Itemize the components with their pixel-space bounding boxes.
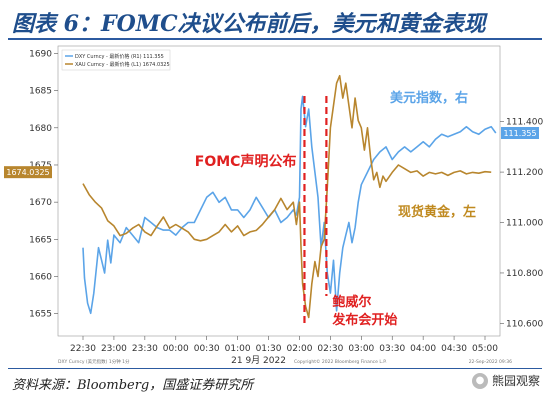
x-tick-label: 00:30 (194, 344, 220, 354)
footer-rule (8, 368, 542, 369)
wechat-icon: ● (471, 372, 488, 389)
y-right-tick-label: 110.800 (506, 269, 543, 279)
y-right-tick-label: 111.400 (506, 118, 543, 128)
series-label-gold: 现货黄金，左 (398, 204, 476, 220)
x-tick-label: 04:30 (441, 344, 467, 354)
x-tick-label: 00:00 (163, 344, 189, 354)
footnote-date: 22-Sep-2022 09:36 (469, 359, 512, 365)
y-left-tick-label: 1655 (29, 310, 52, 320)
x-tick-label: 23:30 (132, 344, 158, 354)
x-tick-label: 02:30 (317, 344, 343, 354)
right-value-marker-label: 111.355 (503, 129, 536, 138)
watermark: ● 熊园观察 (471, 372, 540, 389)
x-tick-label: 02:00 (286, 344, 312, 354)
annotation-label-powell-line: 发布会开始 (331, 312, 397, 328)
x-sub-label: 21 9月 2022 (231, 355, 286, 366)
y-left-tick-label: 1675 (29, 161, 52, 171)
y-left-tick-label: 1665 (29, 235, 52, 245)
legend-label-dxy: DXY Curncy - 最新价格 (R1) 111.355 (75, 53, 164, 60)
y-left-tick-label: 1660 (29, 273, 52, 283)
x-tick-label: 05:00 (472, 344, 498, 354)
annotation-label-powell-line: 鲍威尔 (332, 294, 371, 310)
legend-box (61, 49, 171, 71)
y-left-tick-label: 1680 (29, 124, 52, 134)
x-tick-label: 23:00 (101, 344, 127, 354)
x-tick-label: 01:00 (225, 344, 251, 354)
y-left-tick-label: 1670 (29, 198, 52, 208)
y-right-tick-label: 111.000 (506, 219, 543, 229)
series-label-dxy: 美元指数，右 (390, 90, 468, 106)
y-right-tick-label: 111.200 (506, 168, 543, 178)
x-tick-label: 22:30 (70, 344, 96, 354)
legend-label-gold: XAU Curncy - 最新价格 (L1) 1674.0325 (75, 61, 170, 68)
page-title: 图表 6：FOMC决议公布前后，美元和黄金表现 (12, 11, 486, 37)
series-line-dxy (82, 95, 497, 315)
plot-area (57, 45, 501, 337)
left-value-marker (4, 166, 52, 179)
annotation-label-fomc: FOMC声明公布 (195, 153, 297, 170)
source-note: 资料来源：Bloomberg，国盛证券研究所 (12, 378, 254, 393)
x-tick-label: 01:30 (256, 344, 282, 354)
title-rule (8, 38, 542, 40)
footnote-copyright: Copyright© 2022 Bloomberg Finance L.P. (294, 358, 387, 365)
y-left-tick-label: 1690 (29, 49, 52, 59)
right-value-marker (501, 127, 539, 139)
footnote-left: DXY Curncy (美元指数) 1分钟 1分 (58, 358, 130, 365)
y-right-tick-label: 110.600 (506, 319, 543, 329)
left-value-marker-label: 1674.0325 (6, 168, 49, 177)
x-tick-label: 03:00 (348, 344, 374, 354)
y-left-tick-label: 1685 (29, 87, 52, 97)
series-line-gold (82, 74, 492, 319)
watermark-text: 熊园观察 (491, 374, 540, 388)
x-tick-label: 03:30 (379, 344, 405, 354)
x-tick-label: 04:00 (410, 344, 436, 354)
